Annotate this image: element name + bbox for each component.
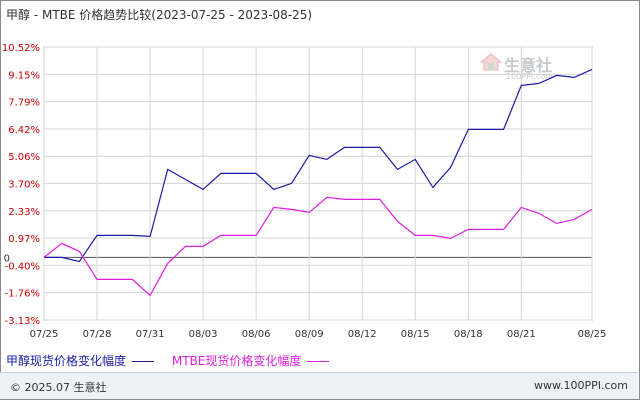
y-tick-label: 10.52% [2, 43, 40, 54]
watermark-logo: 生意社 [478, 52, 552, 76]
footer-bar: © 2025.07 生意社 www.100PPI.com [0, 372, 638, 399]
legend-swatch-methanol [132, 361, 155, 362]
y-tick-label: 9.15% [8, 70, 40, 81]
x-tick-label: 08/18 [454, 329, 483, 340]
y-tick-label: 3.70% [8, 179, 40, 190]
y-tick-label: 7.79% [8, 98, 40, 109]
legend-label-methanol: 甲醇现货价格变化幅度 [6, 354, 127, 368]
watermark-text: 生意社 [504, 56, 553, 75]
x-tick-label: 07/31 [136, 329, 165, 340]
series-line-methanol [44, 68, 593, 263]
copyright-text: © 2025.07 生意社 [10, 381, 107, 394]
x-tick-label: 08/21 [507, 329, 536, 340]
y-tick-label: -3.13% [5, 316, 40, 327]
legend-item-methanol: 甲醇现货价格变化幅度 [6, 352, 155, 369]
x-tick-label: 07/25 [30, 329, 59, 340]
watermark-subtext: 100PPI.com [506, 72, 553, 81]
x-tick-label: 08/15 [401, 329, 430, 340]
site-link[interactable]: www.100PPI.com [534, 379, 628, 392]
x-tick-label: 08/09 [295, 329, 324, 340]
legend-item-mtbe: MTBE现货价格变化幅度 [172, 352, 330, 369]
y-tick-label: -0.40% [5, 261, 40, 272]
legend-label-mtbe: MTBE现货价格变化幅度 [171, 354, 302, 368]
y-tick-label: 0.97% [8, 234, 40, 245]
y-tick-label: 2.33% [8, 207, 40, 218]
chart-title: 甲醇 - MTBE 价格趋势比较(2023-07-25 - 2023-08-25… [6, 8, 313, 22]
x-tick-label: 08/06 [242, 329, 271, 340]
series-line-mtbe [43, 196, 593, 297]
chart-legend: 甲醇现货价格变化幅度 MTBE现货价格变化幅度 [6, 352, 343, 369]
x-tick-label: 08/25 [578, 329, 607, 340]
y-tick-label: 5.06% [8, 152, 40, 163]
legend-swatch-mtbe [307, 361, 330, 362]
x-tick-label: 08/12 [348, 329, 377, 340]
y-tick-label: 6.42% [8, 125, 40, 136]
x-tick-label: 08/03 [189, 329, 218, 340]
house-logo-icon [480, 53, 502, 71]
x-tick-label: 07/28 [83, 329, 112, 340]
y-tick-label: -1.76% [5, 289, 40, 300]
zero-label: 0 [4, 253, 10, 264]
